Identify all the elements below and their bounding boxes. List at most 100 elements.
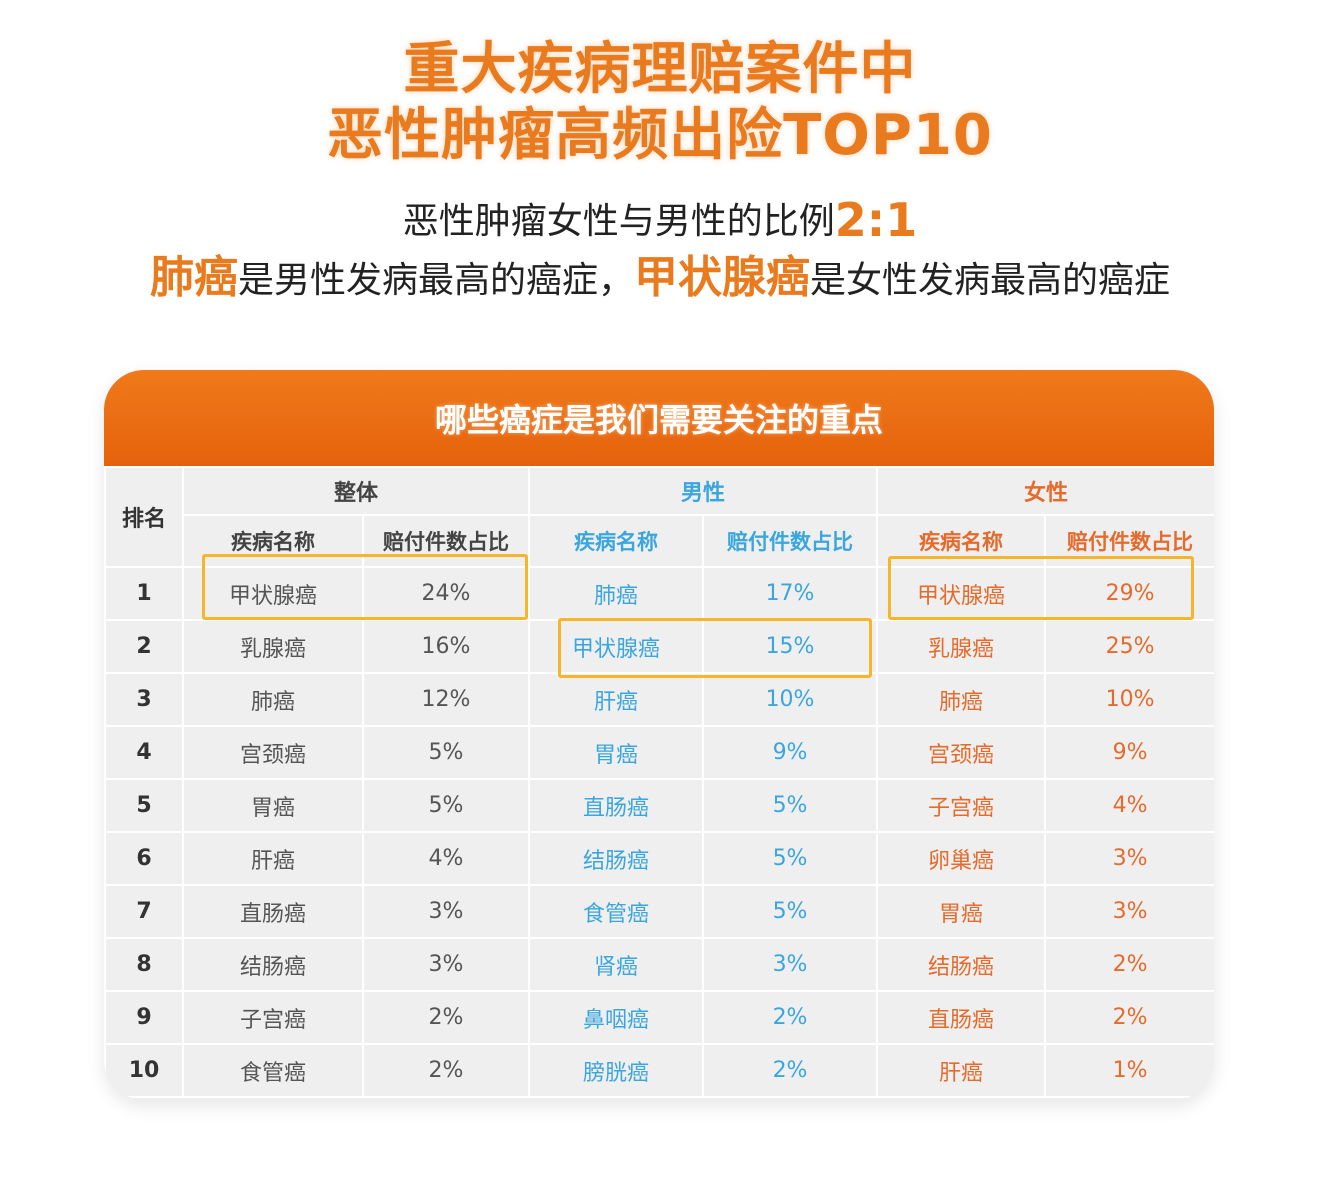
- female-disease-name-cell: 卵巢癌: [876, 831, 1047, 886]
- overall-disease-name-cell: 甲状腺癌: [182, 566, 364, 621]
- ratio-text: 恶性肿瘤女性与男性的比例: [402, 201, 835, 242]
- female-claim-share-cell: 4%: [1044, 778, 1214, 833]
- male-claim-share-cell: 3%: [702, 937, 879, 992]
- male-disease-name-cell: 胃癌: [528, 725, 705, 780]
- male-claim-share-cell: 15%: [702, 619, 879, 674]
- overall-claim-share-cell: 4%: [361, 831, 531, 886]
- male-disease-name-cell: 直肠癌: [528, 778, 705, 833]
- column-header-male-share: 赔付件数占比: [702, 514, 879, 568]
- male-disease-name-cell: 膀胱癌: [528, 1043, 705, 1098]
- female-claim-share-cell: 25%: [1044, 619, 1214, 674]
- table-row: 7 直肠癌 3% 食管癌 5% 胃癌 3%: [104, 884, 1214, 939]
- table-row: 5 胃癌 5% 直肠癌 5% 子宫癌 4%: [104, 778, 1214, 833]
- female-disease-name-cell: 子宫癌: [876, 778, 1047, 833]
- ratio-statement: 恶性肿瘤女性与男性的比例2:1: [0, 196, 1320, 246]
- male-disease-name-cell: 肾癌: [528, 937, 705, 992]
- male-claim-share-cell: 2%: [702, 1043, 879, 1098]
- male-top-suffix: 是男性发病最高的癌症，: [237, 260, 634, 301]
- female-disease-name-cell: 结肠癌: [876, 937, 1047, 992]
- male-claim-share-cell: 5%: [702, 884, 879, 939]
- female-disease-name-cell: 肺癌: [876, 672, 1047, 727]
- female-claim-share-cell: 3%: [1044, 884, 1214, 939]
- rank-cell: 2: [104, 619, 184, 674]
- male-disease-name-cell: 结肠癌: [528, 831, 705, 886]
- table-row: 4 宫颈癌 5% 胃癌 9% 宫颈癌 9%: [104, 725, 1214, 780]
- overall-disease-name-cell: 肝癌: [182, 831, 364, 886]
- overall-disease-name-cell: 食管癌: [182, 1043, 364, 1098]
- rank-cell: 5: [104, 778, 184, 833]
- female-top-suffix: 是女性发病最高的癌症: [810, 260, 1171, 301]
- male-claim-share-cell: 5%: [702, 831, 879, 886]
- rank-cell: 7: [104, 884, 184, 939]
- female-claim-share-cell: 9%: [1044, 725, 1214, 780]
- overall-claim-share-cell: 16%: [361, 619, 531, 674]
- female-claim-share-cell: 2%: [1044, 990, 1214, 1045]
- rank-cell: 8: [104, 937, 184, 992]
- female-claim-share-cell: 29%: [1044, 566, 1214, 621]
- column-header-male-name: 疾病名称: [528, 514, 705, 568]
- female-disease-name-cell: 直肠癌: [876, 990, 1047, 1045]
- overall-disease-name-cell: 直肠癌: [182, 884, 364, 939]
- female-disease-name-cell: 乳腺癌: [876, 619, 1047, 674]
- table-row: 8 结肠癌 3% 肾癌 3% 结肠癌 2%: [104, 937, 1214, 992]
- ratio-value: 2:1: [834, 193, 918, 247]
- female-claim-share-cell: 10%: [1044, 672, 1214, 727]
- column-header-overall-share: 赔付件数占比: [361, 514, 531, 568]
- rank-cell: 4: [104, 725, 184, 780]
- overall-claim-share-cell: 24%: [361, 566, 531, 621]
- male-disease-name-cell: 鼻咽癌: [528, 990, 705, 1045]
- cancer-table-card: 哪些癌症是我们需要关注的重点 排名 整体 男性 女性 疾病名称: [104, 370, 1214, 1100]
- overall-claim-share-cell: 2%: [361, 990, 531, 1045]
- overall-disease-name-cell: 肺癌: [182, 672, 364, 727]
- page-title-line2: 恶性肿瘤高频出险TOP10: [327, 103, 993, 168]
- male-disease-name-cell: 肺癌: [528, 566, 705, 621]
- group-header-male: 男性: [528, 466, 879, 516]
- group-header-female: 女性: [876, 466, 1214, 516]
- male-claim-share-cell: 5%: [702, 778, 879, 833]
- female-claim-share-cell: 3%: [1044, 831, 1214, 886]
- female-claim-share-cell: 1%: [1044, 1043, 1214, 1098]
- table-row: 3 肺癌 12% 肝癌 10% 肺癌 10%: [104, 672, 1214, 727]
- overall-claim-share-cell: 3%: [361, 937, 531, 992]
- rank-cell: 9: [104, 990, 184, 1045]
- table-banner: 哪些癌症是我们需要关注的重点: [104, 370, 1214, 466]
- rank-cell: 1: [104, 566, 184, 621]
- overall-claim-share-cell: 2%: [361, 1043, 531, 1098]
- top-cancer-statement: 肺癌是男性发病最高的癌症，甲状腺癌是女性发病最高的癌症: [0, 250, 1320, 309]
- male-claim-share-cell: 2%: [702, 990, 879, 1045]
- female-disease-name-cell: 胃癌: [876, 884, 1047, 939]
- column-header-overall-name: 疾病名称: [182, 514, 364, 568]
- overall-claim-share-cell: 5%: [361, 725, 531, 780]
- overall-disease-name-cell: 胃癌: [182, 778, 364, 833]
- male-claim-share-cell: 9%: [702, 725, 879, 780]
- female-top-cancer: 甲状腺癌: [634, 252, 810, 303]
- page-title-line1: 重大疾病理赔案件中: [403, 37, 917, 102]
- female-disease-name-cell: 甲状腺癌: [876, 566, 1047, 621]
- table-row: 1 甲状腺癌 24% 肺癌 17% 甲状腺癌 29%: [104, 566, 1214, 621]
- male-disease-name-cell: 食管癌: [528, 884, 705, 939]
- overall-disease-name-cell: 乳腺癌: [182, 619, 364, 674]
- table-row: 6 肝癌 4% 结肠癌 5% 卵巢癌 3%: [104, 831, 1214, 886]
- overall-claim-share-cell: 3%: [361, 884, 531, 939]
- rank-header: 排名: [104, 466, 184, 568]
- overall-claim-share-cell: 5%: [361, 778, 531, 833]
- male-disease-name-cell: 甲状腺癌: [528, 619, 705, 674]
- overall-claim-share-cell: 12%: [361, 672, 531, 727]
- overall-disease-name-cell: 子宫癌: [182, 990, 364, 1045]
- male-claim-share-cell: 10%: [702, 672, 879, 727]
- female-claim-share-cell: 2%: [1044, 937, 1214, 992]
- column-header-female-share: 赔付件数占比: [1044, 514, 1214, 568]
- male-top-cancer: 肺癌: [149, 252, 238, 303]
- table-row: 9 子宫癌 2% 鼻咽癌 2% 直肠癌 2%: [104, 990, 1214, 1045]
- male-claim-share-cell: 17%: [702, 566, 879, 621]
- table-row: 10 食管癌 2% 膀胱癌 2% 肝癌 1%: [104, 1043, 1214, 1098]
- column-header-female-name: 疾病名称: [876, 514, 1047, 568]
- rank-cell: 3: [104, 672, 184, 727]
- overall-disease-name-cell: 宫颈癌: [182, 725, 364, 780]
- female-disease-name-cell: 宫颈癌: [876, 725, 1047, 780]
- female-disease-name-cell: 肝癌: [876, 1043, 1047, 1098]
- table-row: 2 乳腺癌 16% 甲状腺癌 15% 乳腺癌 25%: [104, 619, 1214, 674]
- male-disease-name-cell: 肝癌: [528, 672, 705, 727]
- cancer-ranking-table: 排名 整体 男性 女性 疾病名称 赔付件数占比 疾病名称 赔付件数占比 疾病名称…: [104, 466, 1214, 1098]
